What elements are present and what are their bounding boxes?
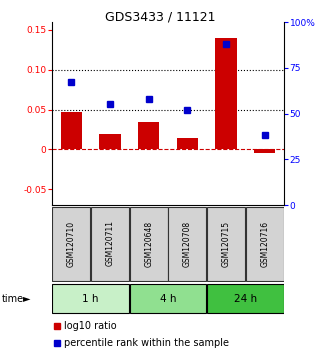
Text: log10 ratio: log10 ratio: [64, 321, 117, 331]
Text: GSM120711: GSM120711: [106, 221, 115, 267]
Text: percentile rank within the sample: percentile rank within the sample: [64, 338, 229, 348]
Bar: [52, 284, 129, 313]
Text: time: time: [2, 293, 24, 303]
Bar: [207, 206, 245, 281]
Text: 24 h: 24 h: [234, 293, 257, 303]
Bar: [130, 206, 168, 281]
Bar: [138, 122, 159, 149]
Text: GSM120710: GSM120710: [67, 221, 76, 267]
Text: GDS3433 / 11121: GDS3433 / 11121: [105, 10, 216, 23]
Bar: [61, 112, 82, 149]
Text: GSM120708: GSM120708: [183, 221, 192, 267]
Bar: [254, 149, 275, 153]
Bar: [246, 206, 284, 281]
Bar: [207, 284, 284, 313]
Text: 1 h: 1 h: [82, 293, 99, 303]
Text: GSM120716: GSM120716: [260, 221, 269, 267]
Bar: [177, 138, 198, 149]
Text: 4 h: 4 h: [160, 293, 176, 303]
Bar: [169, 206, 206, 281]
Text: GSM120648: GSM120648: [144, 221, 153, 267]
Bar: [52, 206, 90, 281]
Bar: [100, 134, 121, 149]
Bar: [91, 206, 129, 281]
Bar: [130, 284, 206, 313]
Bar: [215, 38, 237, 149]
Text: ►: ►: [23, 293, 30, 303]
Text: GSM120715: GSM120715: [221, 221, 230, 267]
